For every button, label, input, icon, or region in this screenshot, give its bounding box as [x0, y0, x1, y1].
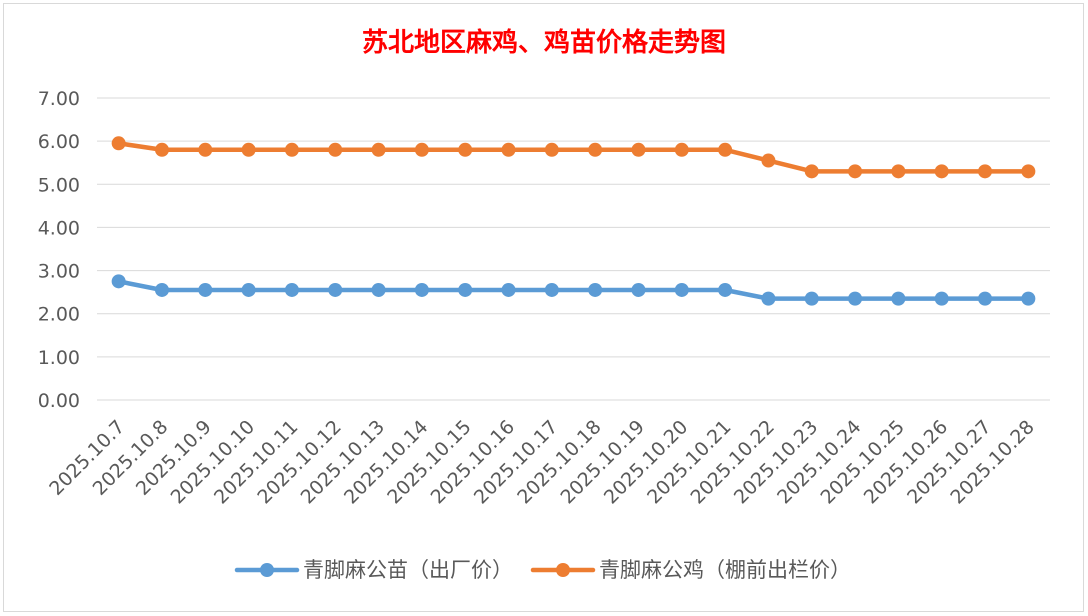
y-tick-label: 7.00 [38, 88, 80, 110]
data-point [674, 142, 689, 157]
data-point [154, 282, 169, 297]
series-2 [111, 136, 1036, 179]
data-point [414, 142, 429, 157]
gridlines [97, 97, 1050, 401]
data-point [848, 291, 863, 306]
data-point [328, 282, 343, 297]
data-point [1021, 291, 1036, 306]
data-point [154, 142, 169, 157]
y-tick-label: 4.00 [38, 217, 80, 239]
data-point [631, 142, 646, 157]
data-point [891, 164, 906, 179]
y-tick-label: 3.00 [38, 261, 80, 283]
data-point [761, 153, 776, 168]
legend-label: 青脚麻公鸡（棚前出栏价） [599, 558, 851, 582]
y-tick-label: 2.00 [38, 304, 80, 326]
data-point [848, 164, 863, 179]
legend-marker [556, 563, 570, 577]
data-point [328, 142, 343, 157]
data-point [111, 136, 126, 151]
legend: 青脚麻公苗（出厂价） 青脚麻公鸡（棚前出栏价） [234, 558, 851, 582]
series-group [111, 136, 1036, 306]
chart-area-border [3, 3, 1084, 612]
data-point [501, 282, 516, 297]
data-point [674, 282, 689, 297]
y-axis-tick-labels: 0.00 1.00 2.00 3.00 4.00 5.00 6.00 7.00 [38, 88, 80, 412]
series-1 [111, 274, 1036, 306]
data-point [761, 291, 776, 306]
data-point [631, 282, 646, 297]
data-point [198, 282, 213, 297]
data-point [371, 142, 386, 157]
data-point [458, 142, 473, 157]
data-point [501, 142, 516, 157]
data-point [718, 282, 733, 297]
data-point [111, 274, 126, 289]
data-point [934, 164, 949, 179]
data-point [934, 291, 949, 306]
data-point [1021, 164, 1036, 179]
data-point [804, 164, 819, 179]
data-point [284, 142, 299, 157]
legend-marker [260, 563, 274, 577]
data-point [544, 142, 559, 157]
y-tick-label: 1.00 [38, 347, 80, 369]
data-point [588, 282, 603, 297]
legend-item: 青脚麻公鸡（棚前出栏价） [530, 558, 851, 582]
data-point [198, 142, 213, 157]
data-point [804, 291, 819, 306]
data-point [371, 282, 386, 297]
data-point [458, 282, 473, 297]
data-point [588, 142, 603, 157]
legend-label: 青脚麻公苗（出厂价） [303, 558, 513, 582]
series-line [116, 279, 1031, 301]
y-tick-label: 0.00 [38, 390, 80, 412]
data-point [891, 291, 906, 306]
data-point [718, 142, 733, 157]
y-tick-label: 6.00 [38, 131, 80, 153]
series-line [116, 141, 1031, 174]
y-tick-label: 5.00 [38, 174, 80, 196]
data-point [978, 291, 993, 306]
legend-item: 青脚麻公苗（出厂价） [234, 558, 513, 582]
chart-title: 苏北地区麻鸡、鸡苗价格走势图 [362, 27, 726, 58]
data-point [284, 282, 299, 297]
data-point [978, 164, 993, 179]
data-point [241, 282, 256, 297]
data-point [414, 282, 429, 297]
data-point [241, 142, 256, 157]
data-point [544, 282, 559, 297]
